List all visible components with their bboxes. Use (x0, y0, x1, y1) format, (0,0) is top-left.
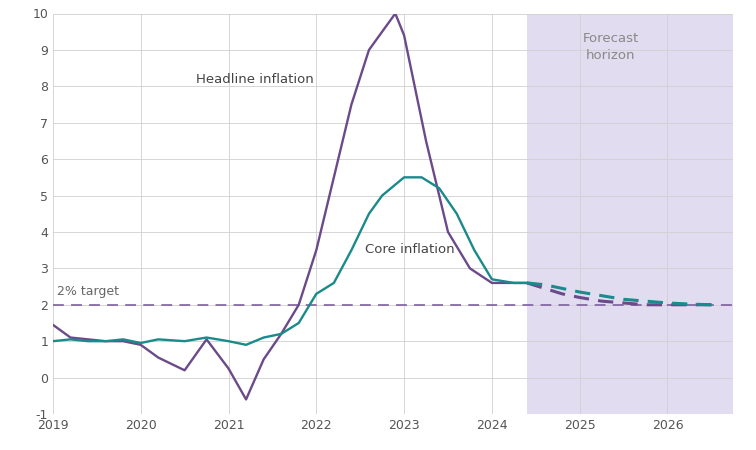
Text: Core inflation: Core inflation (364, 243, 454, 256)
Text: 2% target: 2% target (57, 285, 119, 298)
Bar (527, 14, 733, 414)
Text: Headline inflation: Headline inflation (196, 73, 314, 86)
Text: Forecast
horizon: Forecast horizon (582, 32, 639, 62)
